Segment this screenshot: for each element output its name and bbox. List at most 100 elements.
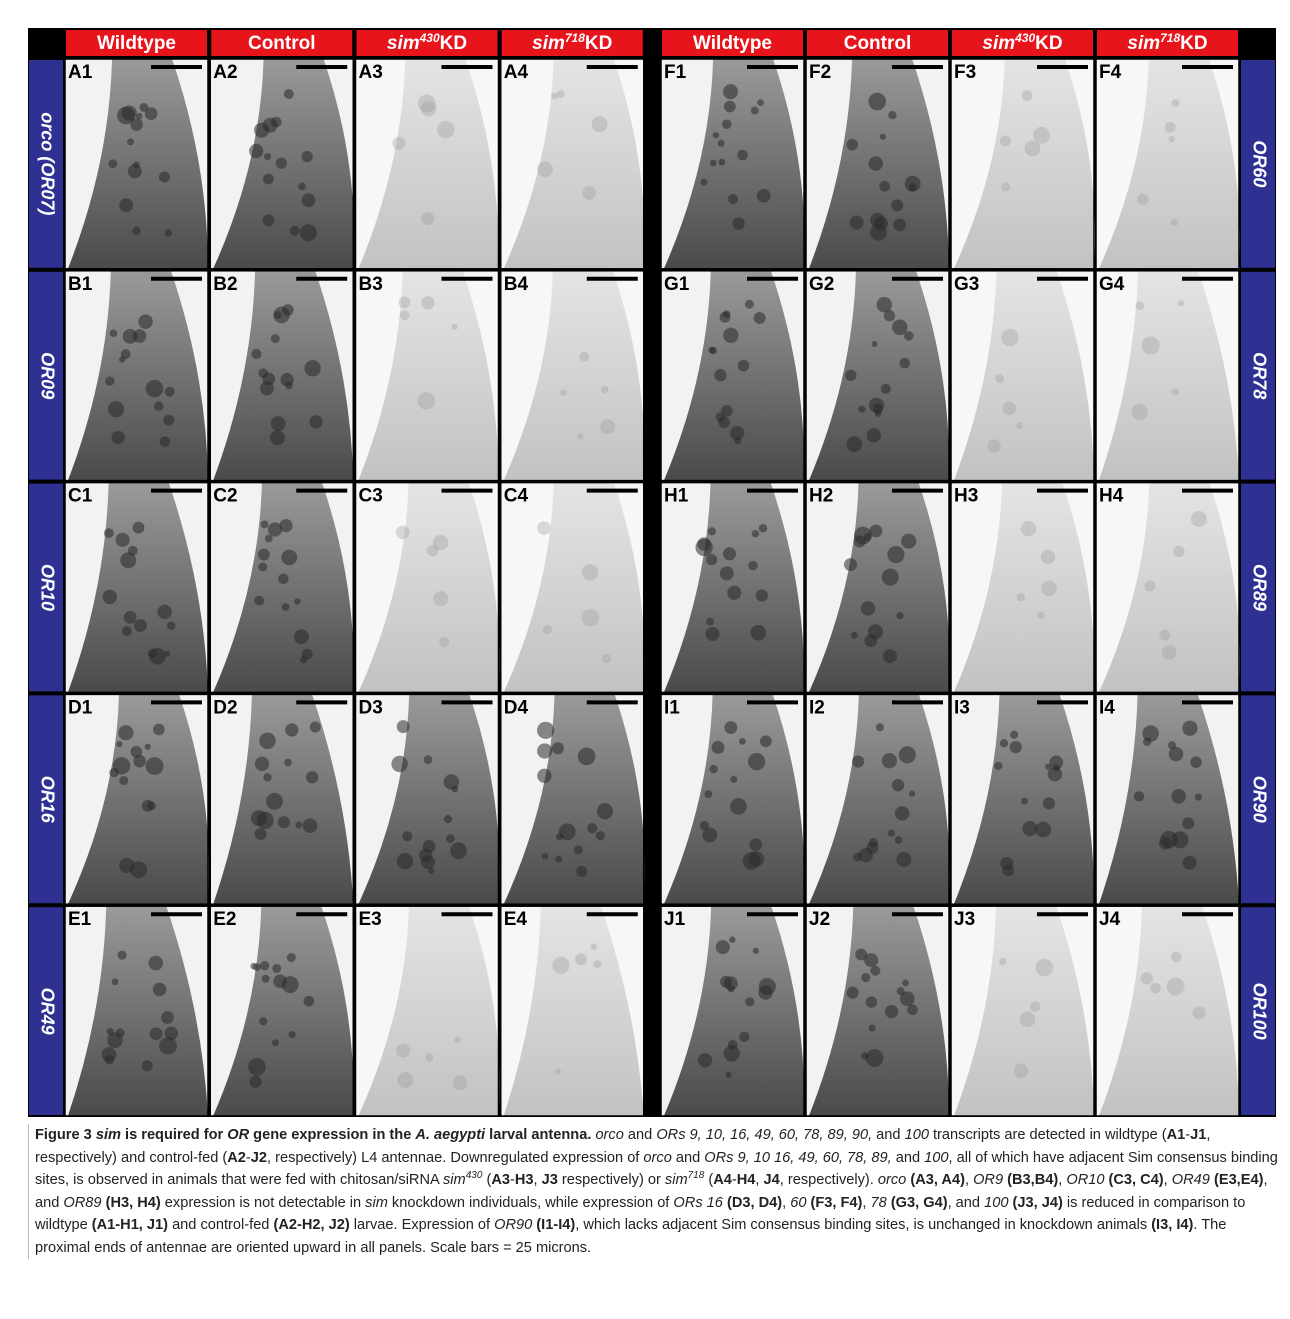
antenna-image (503, 270, 645, 481)
cell-stain (391, 755, 408, 773)
cell-stain (551, 742, 564, 755)
cell-stain (451, 323, 458, 330)
cell-stain (298, 182, 306, 191)
cell-stain (724, 721, 738, 735)
caption-text: ORs 9, 10, 16, 49, 60, 78, 89, 90, (656, 1127, 873, 1143)
cell-stain (1047, 767, 1063, 782)
cell-stain (587, 822, 598, 834)
antenna-image (1098, 906, 1239, 1116)
figure-caption: Figure 3 sim is required for OR gene exp… (28, 1124, 1279, 1259)
cell-stain (398, 296, 411, 309)
row-label: OR49 (37, 988, 57, 1035)
row-label-bg (29, 271, 63, 480)
antenna-image (953, 906, 1094, 1116)
row-label: OR10 (37, 564, 57, 611)
cell-stain (452, 1075, 468, 1091)
cell-stain (396, 1043, 411, 1058)
cell-stain (1131, 403, 1148, 421)
cell-stain (120, 349, 131, 359)
panel-border (660, 58, 805, 270)
column-header-bg (211, 30, 353, 56)
caption-text: ( (482, 1172, 492, 1188)
row-label-bg (1241, 60, 1275, 268)
column-header: sim430KD (982, 31, 1062, 54)
caption-text: 718 (687, 1170, 705, 1182)
caption-text: OR89 (63, 1194, 102, 1211)
cell-stain (166, 621, 176, 630)
caption-text: gene expression in the (249, 1127, 416, 1143)
cell-stain (704, 790, 713, 799)
cell-stain (730, 798, 747, 815)
column-header-part: sim (387, 33, 420, 54)
cell-stain (715, 412, 725, 422)
cell-stain (994, 761, 1003, 770)
cell-stain (865, 1049, 884, 1067)
cell-stain (852, 755, 865, 768)
caption-text: OR49 (1171, 1172, 1210, 1188)
cell-stain (987, 439, 1001, 453)
caption-text: , respectively). (779, 1172, 878, 1188)
cell-stain (257, 548, 270, 561)
panel-border (354, 270, 500, 482)
cell-stain (157, 604, 172, 620)
cell-stain (123, 611, 137, 624)
cell-stain (882, 649, 897, 664)
cell-stain (730, 426, 745, 441)
column-header-part: Wildtype (97, 33, 176, 54)
cell-stain (864, 634, 878, 648)
cell-stain (1037, 611, 1046, 620)
cell-stain (1013, 1063, 1029, 1079)
cell-stain (898, 746, 916, 764)
cell-stain (164, 1026, 179, 1041)
panel-border (950, 481, 1095, 694)
cell-stain (130, 118, 143, 131)
cell-stain (858, 405, 866, 413)
caption-text: OR (227, 1127, 250, 1143)
cell-stain (714, 369, 727, 382)
cell-stain (759, 735, 772, 748)
cell-stain (1171, 831, 1189, 849)
antenna-image (503, 59, 645, 269)
cell-stain (1045, 763, 1052, 770)
caption-text: (G3, G4) (890, 1194, 948, 1211)
cell-stain (275, 157, 287, 169)
cell-stain (853, 852, 862, 862)
cell-stain (575, 953, 588, 966)
cell-stain (745, 997, 755, 1007)
panel-label: D4 (504, 697, 529, 718)
row-label-bg (29, 60, 63, 268)
panel-label: H4 (1099, 486, 1124, 507)
cell-stain (154, 401, 164, 411)
cell-stain (537, 161, 553, 178)
cell-stain (133, 618, 147, 632)
cell-stain (722, 547, 737, 561)
cell-stain (1144, 580, 1156, 592)
antenna-image (358, 270, 499, 481)
panel-label: G1 (664, 274, 690, 295)
cell-stain (891, 778, 905, 792)
cell-stain (443, 815, 453, 824)
cell-stain (866, 841, 879, 854)
row-label: OR78 (1249, 352, 1269, 399)
cell-stain (907, 1004, 918, 1016)
cell-stain (881, 568, 899, 586)
cell-stain (1001, 328, 1019, 347)
panel-label: J4 (1099, 909, 1121, 930)
cell-stain (846, 986, 859, 999)
cell-stain (1042, 797, 1056, 810)
cell-stain (1033, 126, 1050, 144)
cell-stain (119, 198, 134, 213)
cell-stain (426, 544, 439, 557)
cell-stain (1002, 401, 1017, 416)
column-header-part: KD (440, 33, 467, 54)
panel-border (805, 481, 950, 694)
row-label-bg (1241, 271, 1275, 480)
cell-stain (744, 299, 754, 309)
cell-stain (121, 105, 137, 121)
cell-stain (132, 521, 145, 534)
antenna-image (1098, 59, 1240, 269)
cell-stain (753, 312, 766, 324)
cell-stain (871, 340, 878, 347)
caption-text: larvae. Expression of (349, 1217, 495, 1233)
